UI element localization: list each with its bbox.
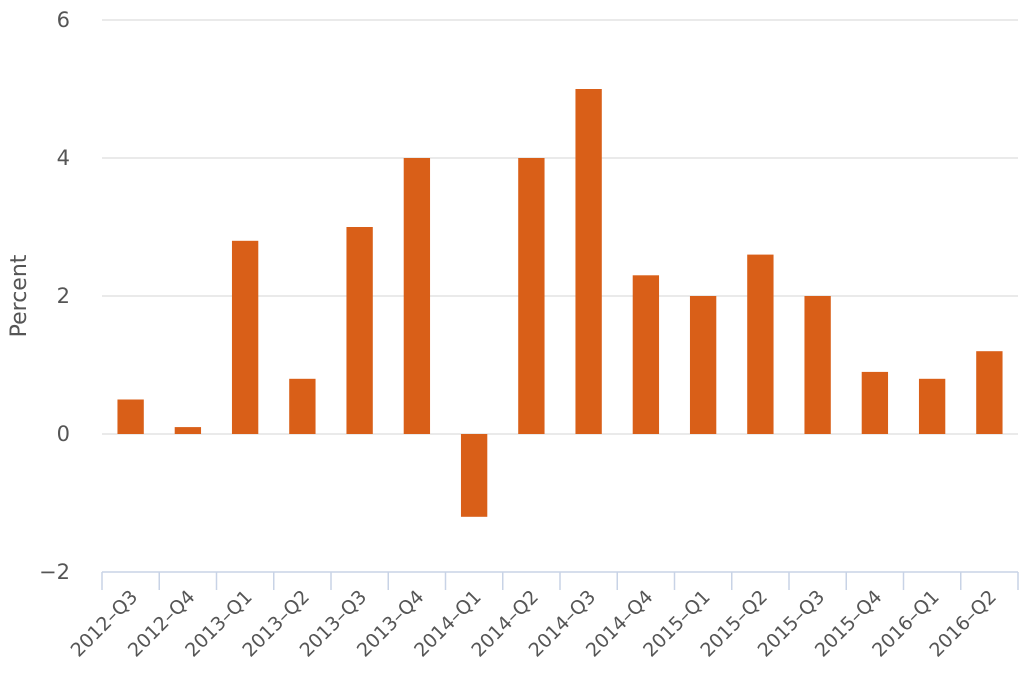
x-axis: 2012–Q32012–Q42013–Q12013–Q22013–Q32013–…	[67, 571, 1019, 662]
bar	[174, 427, 202, 434]
bar	[632, 275, 660, 434]
bar	[575, 89, 602, 434]
bar	[403, 158, 431, 434]
y-tick-label: 0	[57, 422, 70, 446]
y-tick-label: 2	[57, 284, 70, 308]
bar-series	[117, 89, 1003, 517]
y-axis: −2 0 2 4 6	[39, 8, 70, 584]
bar	[918, 378, 946, 434]
y-tick-label: 4	[57, 146, 70, 170]
bar	[747, 254, 774, 434]
bar	[689, 296, 717, 434]
bar	[460, 434, 488, 517]
bar	[976, 351, 1003, 434]
bar	[518, 158, 545, 434]
bar	[231, 240, 259, 434]
bar	[117, 399, 144, 434]
y-tick-label: −2	[39, 560, 70, 584]
bar	[804, 296, 831, 434]
bar	[289, 378, 316, 434]
y-tick-label: 6	[57, 8, 70, 32]
bar	[861, 371, 889, 434]
y-axis-title: Percent	[7, 254, 32, 337]
bar	[346, 227, 373, 434]
